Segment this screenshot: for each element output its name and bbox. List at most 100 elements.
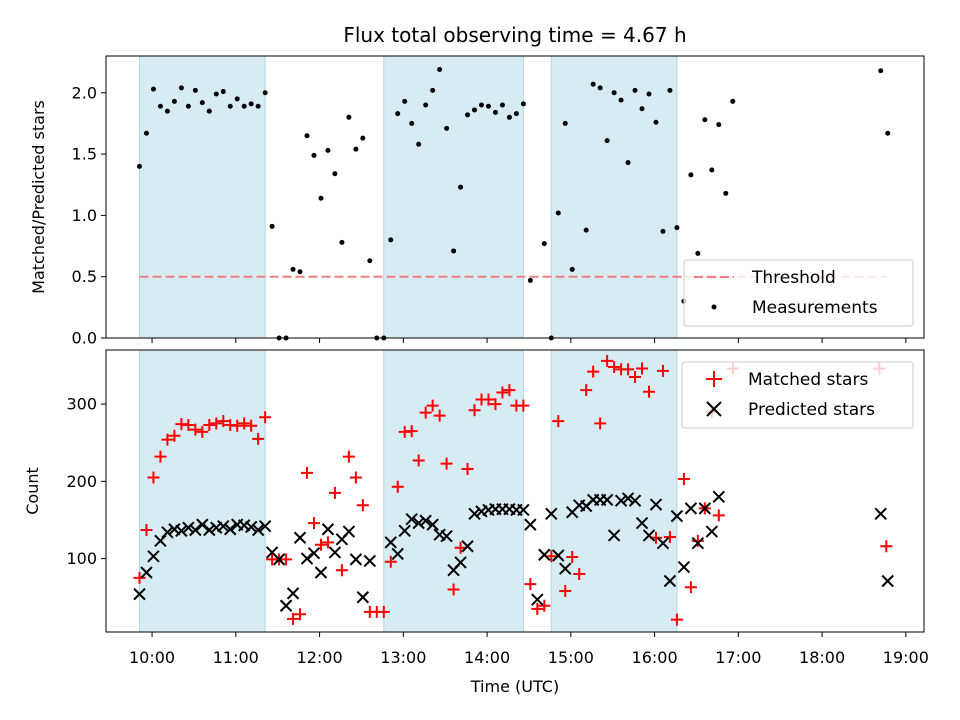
predicted-star-point <box>217 519 230 533</box>
matched-star-point <box>622 363 635 376</box>
predicted-star-point <box>147 550 160 563</box>
measurement-point <box>227 103 233 109</box>
matched-star-point <box>238 417 251 430</box>
matched-star-point <box>594 417 607 430</box>
y-tick-label: 0.5 <box>72 267 97 286</box>
measurement-point <box>437 66 443 72</box>
measurement-point <box>311 152 317 158</box>
legend-predicted-swatch <box>706 401 722 417</box>
measurement-point <box>269 223 275 229</box>
legend-matched-label: Matched stars <box>748 370 868 390</box>
measurement-point <box>472 107 478 113</box>
measurement-point <box>723 190 729 196</box>
measurement-point <box>220 89 226 95</box>
matched-star-point <box>384 555 397 568</box>
predicted-star-point <box>203 523 216 537</box>
measurement-point <box>360 135 366 141</box>
x-tick-label: 19:00 <box>883 648 929 667</box>
bottom-legend: Matched stars Predicted stars <box>681 361 914 429</box>
matched-star-point <box>677 473 690 486</box>
predicted-star-point <box>677 560 691 574</box>
matched-star-point <box>203 418 216 431</box>
bottom-x-ticks: 10:00 11:00 12:00 13:00 14:00 15:00 16:00 17:00… <box>129 632 929 667</box>
measurement-point <box>388 237 394 243</box>
measurement-point <box>346 114 352 120</box>
measurement-point <box>353 146 359 152</box>
matched-star-point <box>259 411 272 424</box>
predicted-star-point <box>189 523 202 537</box>
matched-star-point <box>140 524 153 537</box>
matched-star-point <box>182 418 195 431</box>
predicted-star-point <box>705 525 719 538</box>
predicted-star-point <box>614 494 628 507</box>
measurement-point <box>485 103 491 109</box>
shaded-interval-1 <box>139 55 266 339</box>
matched-star-point <box>636 362 649 375</box>
matched-star-point <box>391 480 404 493</box>
predicted-stars-points <box>133 490 894 612</box>
predicted-star-point <box>286 587 300 600</box>
top-plot-frame <box>105 55 925 339</box>
measurement-point <box>297 269 303 275</box>
legend-measurements-label: Measurements <box>752 298 878 318</box>
measurement-point <box>583 227 589 233</box>
measurement-point <box>597 85 603 91</box>
matched-star-point <box>307 517 320 530</box>
measurement-point <box>492 109 498 115</box>
bottom-plot-frame <box>105 349 925 633</box>
predicted-star-point <box>524 518 537 531</box>
bottom-shaded-intervals <box>139 349 678 633</box>
measurement-point <box>527 277 533 283</box>
matched-star-point <box>245 419 258 432</box>
matched-star-point <box>468 404 481 417</box>
legend-matched-swatch <box>706 371 722 387</box>
measurement-point <box>688 172 694 178</box>
predicted-star-point <box>642 529 656 542</box>
matched-star-point <box>712 509 725 522</box>
measurement-point <box>164 108 170 114</box>
matched-star-point <box>538 599 551 612</box>
measurement-point <box>395 111 401 117</box>
measurement-point <box>702 117 708 123</box>
predicted-star-point <box>691 536 705 550</box>
measurement-point <box>213 91 219 97</box>
predicted-star-point <box>607 529 621 542</box>
measurement-point <box>318 195 324 201</box>
predicted-star-point <box>440 529 453 543</box>
measurement-point <box>667 87 673 93</box>
matched-star-point <box>440 457 453 470</box>
matched-star-point <box>580 384 593 397</box>
matched-star-point <box>433 409 446 422</box>
x-tick-label: 18:00 <box>799 648 845 667</box>
predicted-star-point <box>600 493 614 507</box>
matched-star-point <box>161 433 174 446</box>
matched-star-point <box>643 385 656 398</box>
measurement-point <box>590 81 596 87</box>
matched-star-point <box>154 450 167 463</box>
measurement-point <box>709 167 715 173</box>
y-tick-label: 0.0 <box>72 329 97 348</box>
matched-star-point <box>252 432 265 445</box>
matched-star-point <box>210 417 223 430</box>
top-panel: 0.00.51.01.52.0 Matched/Predicted stars … <box>29 55 925 348</box>
predicted-star-point <box>670 509 684 523</box>
measurement-point <box>639 106 645 112</box>
y-tick-label: 200 <box>66 472 97 491</box>
measurement-point <box>458 184 464 190</box>
predicted-star-point <box>545 507 558 520</box>
matched-star-point <box>482 393 495 406</box>
matched-star-point <box>231 419 244 432</box>
predicted-star-point <box>419 514 432 527</box>
predicted-star-point <box>531 593 544 606</box>
matched-star-point <box>608 360 621 373</box>
predicted-star-point <box>712 490 726 504</box>
measurement-point <box>325 147 331 153</box>
y-tick-label: 2.0 <box>72 83 97 102</box>
matched-star-point <box>217 415 230 428</box>
measurement-point <box>143 130 149 136</box>
measurement-point <box>555 210 561 216</box>
predicted-star-point <box>154 534 167 548</box>
predicted-star-point <box>196 518 209 531</box>
predicted-star-point <box>621 492 635 505</box>
